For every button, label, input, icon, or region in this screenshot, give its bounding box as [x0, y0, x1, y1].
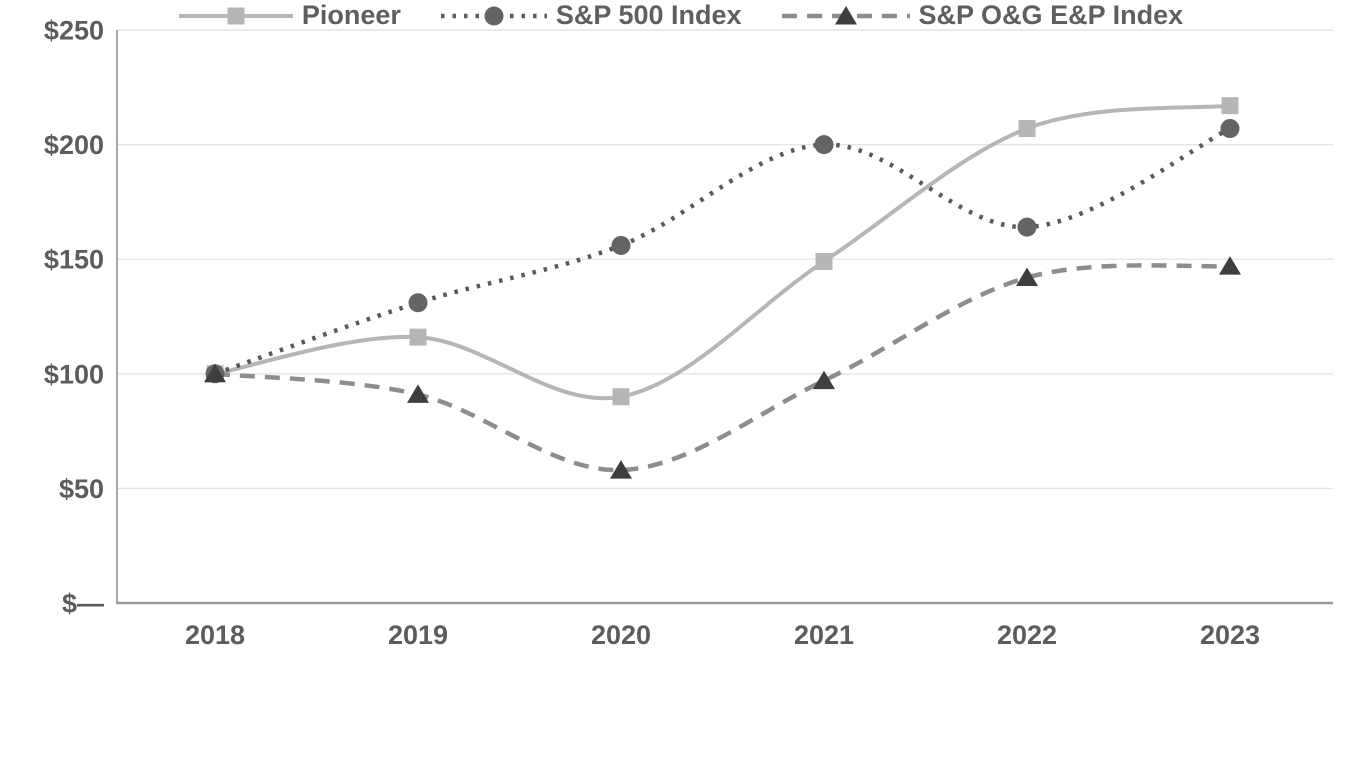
- s-p-500-index-legend-marker: [484, 6, 504, 25]
- x-axis-label: 2023: [1200, 620, 1260, 650]
- s-p-500-index-marker-2022: [1017, 217, 1037, 237]
- series-line-s-p-500-index: [214, 126, 1231, 376]
- s-p-o-g-e-p-index-marker-2021: [813, 370, 835, 390]
- legend-label-sp500: S&P 500 Index: [555, 0, 742, 30]
- s-p-500-index-marker-2020: [611, 235, 631, 255]
- legend-swatch-og-ep: [781, 3, 910, 29]
- legend-label-pioneer: Pioneer: [301, 0, 401, 30]
- s-p-o-g-e-p-index-marker-2018: [204, 363, 226, 383]
- x-axis-label: 2019: [388, 620, 448, 650]
- s-p-o-g-e-p-index-marker-2019: [407, 384, 429, 403]
- legend-item-og-ep: S&P O&G E&P Index: [781, 0, 1184, 31]
- s-p-o-g-e-p-index-marker-2020: [610, 460, 632, 479]
- legend-label-og-ep: S&P O&G E&P Index: [918, 0, 1184, 30]
- legend-item-pioneer: Pioneer: [178, 0, 401, 31]
- pioneer-marker-2019: [409, 328, 427, 346]
- x-axis-label: 2020: [591, 620, 651, 650]
- series-line-s-p-o-g-e-p-index: [214, 263, 1231, 473]
- series-line-pioneer: [214, 103, 1231, 401]
- s-p-o-g-e-p-index-legend-marker: [834, 5, 857, 24]
- legend-swatch-sp500: [440, 3, 547, 29]
- s-p-500-index-marker-2023: [1220, 119, 1240, 139]
- pioneer-marker-2021: [815, 252, 833, 270]
- y-tick-label: $100: [44, 359, 104, 389]
- s-p-o-g-e-p-index-marker-2023: [1219, 256, 1241, 275]
- s-p-500-index-marker-2019: [408, 293, 428, 313]
- legend-line-s-p-500-index: [440, 6, 547, 25]
- s-p-500-index-marker-2021: [814, 135, 834, 155]
- x-axis-label: 2021: [794, 620, 854, 650]
- pioneer-legend-marker: [227, 7, 245, 24]
- y-tick-label: $250: [44, 16, 104, 46]
- performance-line-chart: $250 $200 $150 $100 $50 $— 2018 2019 2020 2021 202…: [44, 16, 1333, 650]
- legend-line-s-p-o-g-e-p-index: [781, 5, 910, 24]
- s-p-o-g-e-p-index-marker-2022: [1016, 267, 1038, 287]
- x-axis-label: 2018: [185, 620, 245, 650]
- x-axis-label: 2022: [997, 620, 1057, 650]
- series-markers-pioneer: [206, 97, 1239, 406]
- legend-item-sp500: S&P 500 Index: [440, 0, 742, 31]
- legend-swatch-pioneer: [178, 3, 293, 29]
- y-tick-label: $—: [62, 589, 104, 619]
- pioneer-marker-2020: [612, 388, 630, 406]
- pioneer-marker-2023: [1221, 97, 1239, 115]
- y-tick-label: $200: [44, 130, 104, 160]
- series-markers-s-p-o-g-e-p-index: [204, 256, 1241, 479]
- y-tick-label: $50: [59, 474, 104, 504]
- pioneer-marker-2022: [1018, 120, 1036, 138]
- legend-line-pioneer: [178, 7, 293, 24]
- chart-legend: Pioneer S&P 500 Index S&P O&G E&P Index: [0, 0, 1362, 31]
- y-tick-label: $150: [44, 245, 104, 275]
- series-markers-s-p-500-index: [205, 119, 1240, 384]
